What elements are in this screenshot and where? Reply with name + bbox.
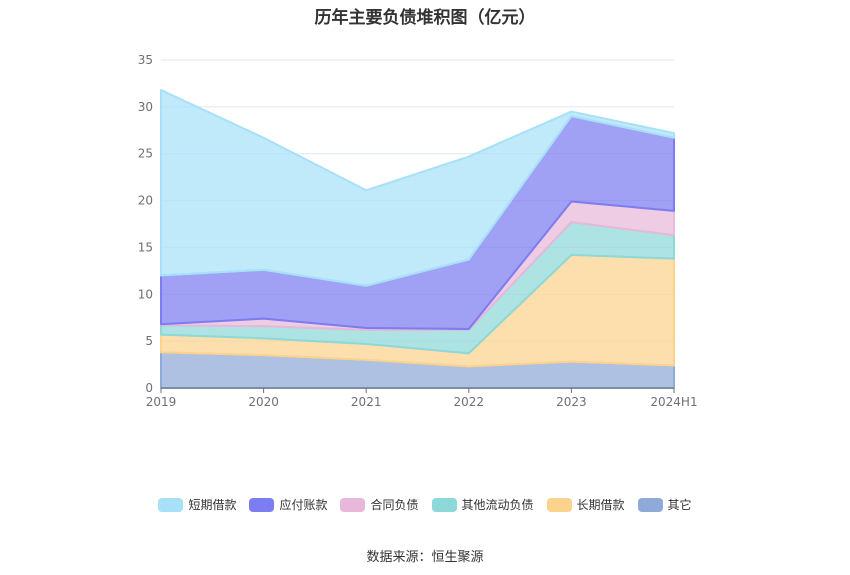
legend-item[interactable]: 短期借款 — [158, 496, 236, 513]
legend-label: 长期借款 — [576, 498, 625, 512]
legend-swatch — [637, 497, 663, 512]
x-tick-label: 2021 — [351, 395, 382, 409]
legend-item[interactable]: 合同负债 — [340, 496, 419, 513]
x-tick-label: 2024H1 — [650, 395, 697, 409]
legend-item[interactable]: 其它 — [637, 496, 692, 513]
legend-swatch — [431, 497, 457, 512]
legend-label: 其他流动负债 — [461, 498, 534, 512]
y-tick-label: 15 — [138, 240, 153, 254]
legend-swatch — [158, 497, 184, 512]
x-tick-label: 2020 — [248, 395, 279, 409]
legend: 短期借款 应付账款 合同负债 其他流动负债 长期借款 其它 — [0, 496, 850, 513]
legend-label: 短期借款 — [188, 498, 237, 512]
chart-title: 历年主要负债堆积图（亿元） — [314, 8, 536, 28]
legend-label: 其它 — [667, 498, 692, 512]
area-series — [160, 88, 675, 389]
x-tick-label: 2022 — [454, 395, 485, 409]
legend-label: 应付账款 — [279, 498, 328, 512]
y-tick-label: 30 — [138, 100, 153, 114]
y-tick-label: 0 — [145, 381, 153, 395]
y-tick-label: 10 — [138, 287, 153, 301]
y-tick-label: 35 — [138, 53, 153, 67]
y-tick-label: 25 — [138, 147, 153, 161]
legend-swatch — [546, 497, 572, 512]
legend-swatch — [340, 497, 366, 512]
legend-item[interactable]: 其他流动负债 — [431, 496, 534, 513]
legend-item[interactable]: 长期借款 — [546, 496, 625, 513]
x-tick-label: 2019 — [146, 395, 177, 409]
y-tick-label: 20 — [138, 194, 153, 208]
legend-label: 合同负债 — [370, 498, 419, 512]
legend-item[interactable]: 应付账款 — [249, 496, 327, 513]
area-短期借款 — [160, 88, 675, 287]
y-tick-label: 5 — [145, 334, 153, 348]
x-tick-label: 2023 — [556, 395, 587, 409]
stacked-area-chart: 0 5 10 15 20 25 30 35 2019 2020 2021 2022 2023 2024H1 — [138, 53, 698, 409]
source-note: 数据来源：恒生聚源 — [366, 550, 484, 565]
legend-swatch — [249, 497, 275, 512]
axes: 0 5 10 15 20 25 30 35 2019 2020 2021 2022 2023 2024H1 — [138, 53, 698, 409]
